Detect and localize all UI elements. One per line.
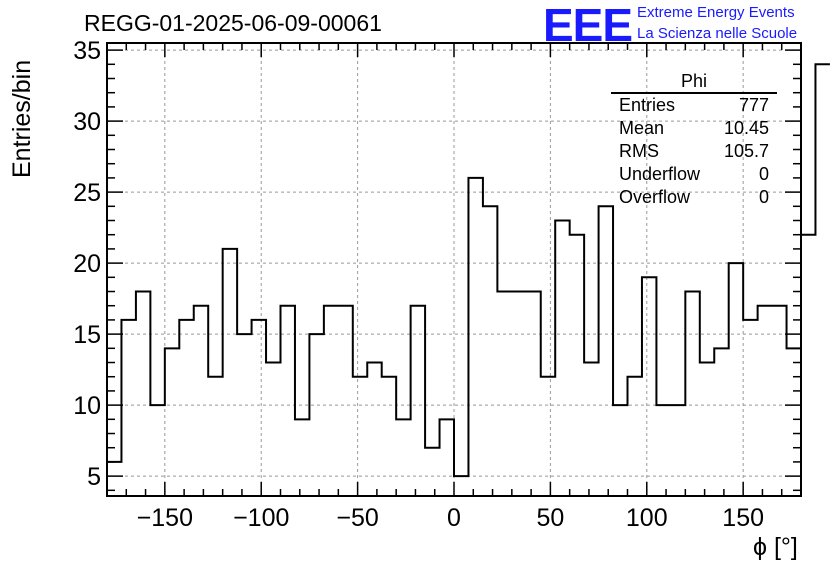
stats-row-overflow: Overflow 0 [611, 186, 777, 209]
stats-row-mean: Mean 10.45 [611, 117, 777, 140]
y-axis-label: Entries/bin [8, 59, 36, 178]
x-tick-label: −50 [336, 504, 378, 532]
x-axis-label: ϕ [°] [753, 533, 798, 561]
stats-row-entries: Entries 777 [611, 94, 777, 117]
logo-text-line2: La Scienza nelle Scuole [637, 25, 798, 42]
stats-label: Mean [619, 118, 665, 138]
y-tick-label: 30 [73, 108, 101, 136]
stats-label: Overflow [619, 187, 691, 207]
y-tick-label: 35 [73, 37, 101, 65]
stats-value: 0 [758, 187, 769, 207]
logo-text-line1: Extreme Energy Events [637, 4, 795, 21]
stats-value: 777 [738, 95, 769, 115]
histogram-step-line [107, 63, 830, 478]
stats-label: Underflow [619, 164, 701, 184]
stats-row-rms: RMS 105.7 [611, 140, 777, 163]
stats-value: 0 [758, 164, 769, 184]
x-tick-label: 100 [626, 504, 668, 532]
y-tick-label: 25 [73, 179, 101, 207]
eee-logo: EEE [543, 0, 633, 51]
axis-ticks [106, 43, 802, 496]
stats-label: Entries [619, 95, 676, 115]
y-tick-label: 10 [73, 392, 101, 420]
stats-box: Phi Entries 777 Mean 10.45 RMS 105.7 Und… [611, 70, 777, 209]
stats-value: 105.7 [723, 141, 769, 161]
x-tick-label: −150 [137, 504, 193, 532]
y-tick-label: 15 [73, 321, 101, 349]
x-tick-label: 0 [447, 504, 461, 532]
stats-value: 10.45 [723, 118, 769, 138]
y-tick-label: 5 [87, 463, 101, 491]
chart-title: REGG-01-2025-06-09-00061 [84, 10, 382, 36]
x-tick-label: 150 [722, 504, 764, 532]
axis-tick-labels: −150 −100 −50 0 50 100 150 5 10 15 20 25 30 35 [73, 37, 764, 532]
x-tick-label: 50 [536, 504, 564, 532]
y-tick-label: 20 [73, 250, 101, 278]
x-tick-label: −100 [233, 504, 289, 532]
stats-label: RMS [619, 141, 659, 161]
stats-box-title: Phi [611, 70, 777, 94]
stats-row-underflow: Underflow 0 [611, 163, 777, 186]
